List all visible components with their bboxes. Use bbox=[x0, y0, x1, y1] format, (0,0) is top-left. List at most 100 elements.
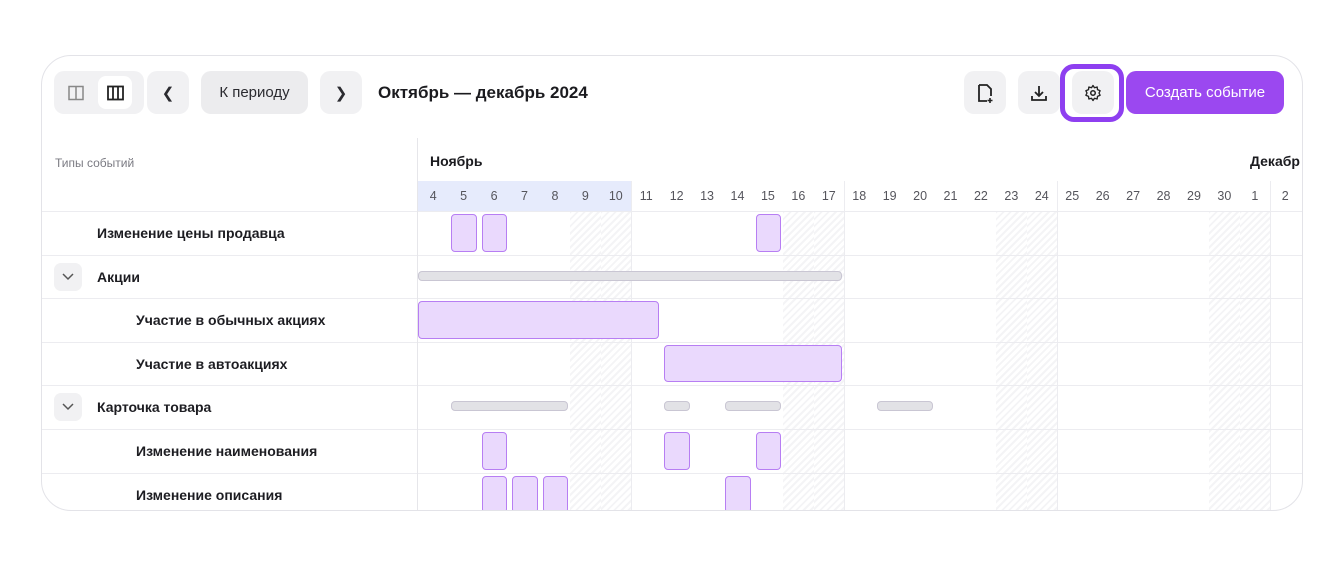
day-label: 28 bbox=[1156, 189, 1171, 203]
download-button[interactable] bbox=[1018, 71, 1060, 114]
row-label: Изменение описания bbox=[136, 486, 283, 503]
day-label: 30 bbox=[1217, 189, 1232, 203]
split-view-button[interactable] bbox=[59, 76, 93, 109]
group-summary-bar[interactable] bbox=[418, 270, 843, 281]
day-label: 4 bbox=[429, 189, 437, 203]
highlighted-day-bg bbox=[418, 181, 449, 211]
weekend-column bbox=[600, 211, 631, 510]
create-event-button[interactable]: Создать событие bbox=[1126, 71, 1284, 114]
day-label: 21 bbox=[943, 189, 958, 203]
columns-view-icon bbox=[106, 85, 124, 100]
week-divider bbox=[1057, 181, 1059, 510]
week-divider bbox=[631, 181, 632, 510]
event-bar[interactable] bbox=[481, 475, 508, 510]
day-label: 7 bbox=[521, 189, 528, 203]
collapse-button[interactable] bbox=[54, 262, 82, 291]
day-label: 16 bbox=[791, 189, 806, 203]
page-title: Октябрь — декабрь 2024 bbox=[378, 83, 588, 102]
next-period-button[interactable]: ❯ bbox=[320, 71, 362, 114]
row-label: Карточка товара bbox=[97, 399, 212, 416]
row-label: Участие в автоакциях bbox=[136, 355, 288, 372]
event-bar[interactable] bbox=[725, 475, 751, 510]
day-label: 13 bbox=[700, 189, 715, 203]
export-file-button[interactable] bbox=[964, 71, 1006, 114]
row-divider bbox=[42, 429, 1302, 430]
month-label: Ноябрь bbox=[430, 153, 483, 169]
day-label: 8 bbox=[551, 189, 559, 203]
row-label: Участие в обычных акциях bbox=[136, 312, 326, 329]
highlighted-day-bg bbox=[570, 181, 601, 211]
prev-period-button[interactable]: ❮ bbox=[147, 71, 189, 114]
event-bar[interactable] bbox=[755, 432, 782, 470]
week-divider bbox=[844, 181, 846, 510]
row-divider bbox=[42, 254, 1302, 256]
day-label: 19 bbox=[882, 189, 897, 203]
day-label: 2 bbox=[1281, 189, 1289, 203]
week-divider bbox=[1270, 181, 1272, 510]
highlighted-day-bg bbox=[509, 181, 540, 211]
highlighted-day-bg bbox=[600, 181, 631, 211]
calendar-card: 4 5 6 7 8 9 10 11 12 13 14 15 16 17 18 19 20 21 22 23 24 25 26… bbox=[41, 55, 1303, 511]
timeline-grid: 4 5 6 7 8 9 10 11 12 13 14 15 16 17 18 19 20 21 22 23 24 25 26… bbox=[42, 56, 1302, 510]
day-label: 15 bbox=[760, 189, 775, 203]
day-label: 25 bbox=[1065, 189, 1080, 203]
group-summary-bar[interactable] bbox=[877, 401, 934, 412]
event-bar[interactable] bbox=[664, 432, 690, 470]
event-bar[interactable] bbox=[512, 475, 538, 510]
day-label: 29 bbox=[1187, 189, 1201, 203]
header-divider bbox=[42, 211, 1302, 212]
chevron-left-icon: ❮ bbox=[161, 84, 175, 102]
chevron-down-icon bbox=[62, 273, 74, 280]
group-summary-bar[interactable] bbox=[725, 401, 782, 412]
event-bar[interactable] bbox=[451, 214, 477, 252]
group-summary-bar[interactable] bbox=[451, 401, 569, 412]
day-label: 22 bbox=[973, 189, 988, 203]
day-label: 27 bbox=[1126, 189, 1141, 203]
settings-button[interactable] bbox=[1072, 71, 1114, 114]
day-label: 5 bbox=[460, 189, 468, 203]
row-label: Акции bbox=[97, 268, 140, 285]
day-label: 6 bbox=[490, 189, 498, 203]
row-divider bbox=[42, 298, 1302, 300]
day-label: 11 bbox=[639, 189, 653, 203]
highlighted-day-bg bbox=[539, 181, 571, 211]
row-label: Изменение цены продавца bbox=[97, 225, 285, 241]
day-label: 23 bbox=[1004, 189, 1019, 203]
collapse-button[interactable] bbox=[54, 393, 82, 422]
weekend-column bbox=[1026, 211, 1058, 510]
day-label: 18 bbox=[852, 189, 867, 203]
event-bar[interactable] bbox=[481, 432, 508, 470]
to-period-button[interactable]: К периоду bbox=[201, 71, 308, 114]
chevron-down-icon bbox=[62, 403, 74, 411]
chevron-right-icon: ❯ bbox=[334, 84, 348, 102]
row-divider bbox=[42, 341, 1302, 343]
highlighted-day-bg bbox=[448, 181, 479, 211]
day-label: 14 bbox=[730, 189, 745, 203]
row-divider bbox=[42, 472, 1302, 474]
view-toggle bbox=[54, 71, 144, 114]
day-label: 17 bbox=[821, 189, 836, 203]
day-label: 12 bbox=[669, 189, 684, 203]
row-label: Изменение наименования bbox=[136, 443, 318, 459]
event-bar[interactable] bbox=[481, 214, 508, 252]
month-label: Декабр bbox=[1250, 153, 1300, 169]
divider bbox=[417, 138, 418, 510]
event-bar[interactable] bbox=[664, 344, 843, 383]
day-label: 24 bbox=[1034, 189, 1049, 203]
event-bar[interactable] bbox=[418, 301, 660, 339]
row-divider bbox=[42, 385, 1302, 387]
weekend-column bbox=[1239, 211, 1271, 510]
split-view-icon bbox=[68, 85, 84, 100]
to-period-label: К периоду bbox=[219, 84, 290, 101]
event-bar[interactable] bbox=[755, 214, 782, 252]
gear-icon bbox=[1085, 84, 1101, 101]
columns-view-button[interactable] bbox=[98, 76, 132, 109]
weekend-column bbox=[1209, 211, 1240, 510]
day-label: 9 bbox=[581, 189, 589, 203]
group-summary-bar[interactable] bbox=[664, 401, 690, 412]
day-label: 10 bbox=[608, 189, 623, 203]
settings-focus-highlight bbox=[1060, 64, 1124, 122]
file-add-icon bbox=[978, 83, 993, 103]
event-bar[interactable] bbox=[542, 475, 569, 510]
day-label: 20 bbox=[913, 189, 928, 203]
